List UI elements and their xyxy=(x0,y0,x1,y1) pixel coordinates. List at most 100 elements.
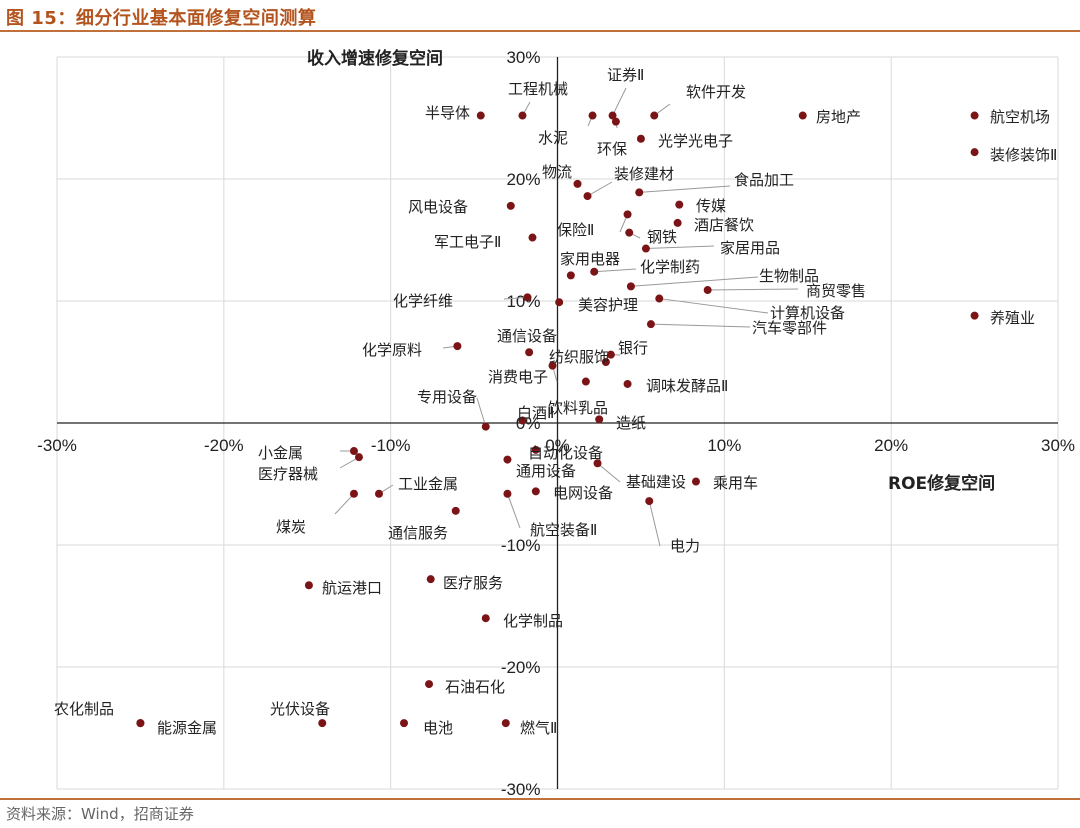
axes xyxy=(57,57,1058,789)
leader-line xyxy=(506,493,521,529)
data-point xyxy=(625,228,634,237)
bottom-rule xyxy=(0,798,1080,800)
point-label: 光学光电子 xyxy=(658,132,733,150)
point-label: 军工电子Ⅱ xyxy=(434,233,501,251)
x-axis-title: ROE修复空间 xyxy=(888,473,995,494)
point-label: 基础建设 xyxy=(626,473,686,491)
x-tick-label: 0% xyxy=(545,436,570,455)
point-label: 调味发酵品Ⅱ xyxy=(646,377,728,395)
point-label: 商贸零售 xyxy=(806,282,866,300)
point-label: 通用设备 xyxy=(516,462,576,480)
data-point xyxy=(481,614,490,623)
data-point xyxy=(623,379,632,388)
point-label: 银行 xyxy=(618,339,648,357)
leader-line xyxy=(645,245,715,250)
x-tick-label: 30% xyxy=(1041,436,1075,455)
point-label: 美容护理 xyxy=(578,296,638,314)
data-point xyxy=(590,267,599,276)
point-label: 燃气Ⅱ xyxy=(520,719,557,737)
source-note: 资料来源：Wind，招商证券 xyxy=(6,805,194,823)
point-label: 食品加工 xyxy=(734,171,794,189)
data-point xyxy=(581,377,590,386)
data-point xyxy=(506,201,515,210)
data-point xyxy=(601,358,610,366)
x-tick-label: -10% xyxy=(371,436,411,455)
point-label: 小金属 xyxy=(258,444,303,462)
data-point xyxy=(675,200,684,209)
point-label: 电池 xyxy=(423,719,453,737)
data-point xyxy=(354,453,363,462)
data-point xyxy=(518,111,527,120)
data-point xyxy=(970,311,979,320)
point-label: 通信服务 xyxy=(388,524,448,542)
data-point xyxy=(583,192,592,201)
data-point xyxy=(476,111,485,120)
point-label: 物流 xyxy=(542,163,572,181)
data-point xyxy=(641,244,650,253)
point-label: 乘用车 xyxy=(713,474,758,492)
y-tick-label: -10% xyxy=(501,536,541,555)
data-point xyxy=(635,188,644,197)
point-label: 化学制药 xyxy=(640,258,700,276)
leader-line xyxy=(707,288,799,291)
leader-line xyxy=(476,397,487,427)
point-label: 航运港口 xyxy=(322,579,382,597)
point-label: 纺织服饰 xyxy=(549,348,609,366)
data-point xyxy=(673,218,682,227)
data-point xyxy=(425,680,434,689)
data-point xyxy=(970,148,979,157)
point-label: 医疗器械 xyxy=(258,465,318,483)
point-label: 煤炭 xyxy=(276,518,306,536)
data-point xyxy=(611,117,620,126)
point-label: 家居用品 xyxy=(720,239,780,257)
point-label: 电网设备 xyxy=(553,484,613,502)
data-point xyxy=(304,581,313,590)
data-point xyxy=(374,489,383,498)
leader-line xyxy=(648,500,661,547)
tick-labels: -30% -20% -10% 0% 10% 20% 30%30%20%10%0%-10%-2… xyxy=(37,48,1075,799)
point-label: 汽车零部件 xyxy=(752,319,827,337)
point-label: 酒店餐饮 xyxy=(694,216,754,234)
point-label: 装修建材 xyxy=(614,165,674,183)
y-tick-label: -30% xyxy=(501,780,541,799)
point-label: 水泥 xyxy=(538,129,568,147)
point-label: 工业金属 xyxy=(398,475,458,493)
x-tick-label: 20% xyxy=(874,436,908,455)
data-point xyxy=(503,489,512,498)
data-point xyxy=(528,233,537,242)
leader-line xyxy=(639,185,731,193)
data-point xyxy=(691,477,700,486)
data-point xyxy=(798,111,807,120)
point-label: 能源金属 xyxy=(157,719,217,737)
data-point xyxy=(646,320,655,329)
data-point xyxy=(555,298,564,307)
point-label: 农化制品 xyxy=(54,700,114,718)
data-point xyxy=(703,286,712,295)
point-label: 计算机设备 xyxy=(770,304,845,322)
leader-line xyxy=(630,276,759,287)
data-point xyxy=(531,445,540,454)
data-point xyxy=(400,719,409,728)
data-point xyxy=(525,348,534,357)
point-label: 白酒Ⅱ xyxy=(517,404,554,422)
y-tick-label: 10% xyxy=(506,292,540,311)
point-label: 自动化设备 xyxy=(528,444,603,462)
point-label: 传媒 xyxy=(696,197,726,215)
data-point xyxy=(650,111,659,120)
data-point xyxy=(606,350,615,359)
figure-title: 图 15：细分行业基本面修复空间测算 xyxy=(6,8,317,29)
data-point xyxy=(349,489,358,498)
x-tick-label: 10% xyxy=(707,436,741,455)
data-points xyxy=(136,111,979,728)
point-label: 环保 xyxy=(597,140,627,158)
leader-line xyxy=(594,268,637,273)
point-label: 航空机场 xyxy=(990,108,1050,126)
point-label: 通信设备 xyxy=(497,327,557,345)
point-label: 家用电器 xyxy=(560,250,620,268)
data-point xyxy=(501,719,510,728)
leader-line xyxy=(650,323,751,328)
point-label: 风电设备 xyxy=(408,198,468,216)
y-tick-label: 30% xyxy=(506,48,540,67)
leader-line xyxy=(597,462,621,483)
point-label: 软件开发 xyxy=(686,83,746,101)
